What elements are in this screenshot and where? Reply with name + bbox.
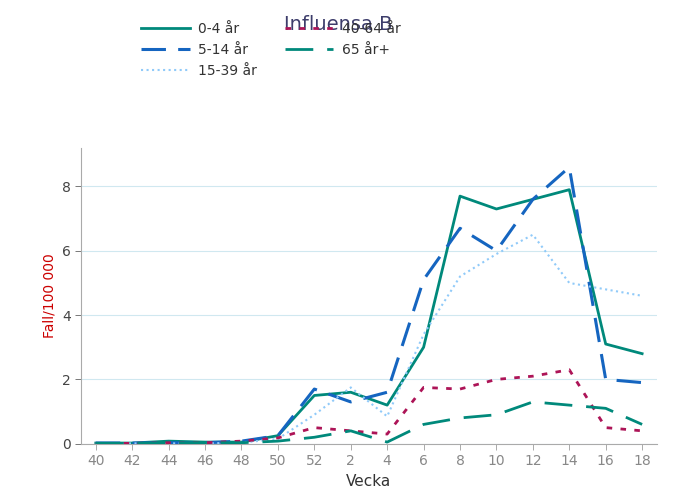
Legend: 0-4 år, 5-14 år, 15-39 år, 40-64 år, 65 år+: 0-4 år, 5-14 år, 15-39 år, 40-64 år, 65 … — [135, 17, 406, 84]
Text: Influensa B: Influensa B — [284, 15, 393, 34]
Y-axis label: Fall/100 000: Fall/100 000 — [43, 253, 56, 338]
X-axis label: Vecka: Vecka — [347, 474, 391, 489]
